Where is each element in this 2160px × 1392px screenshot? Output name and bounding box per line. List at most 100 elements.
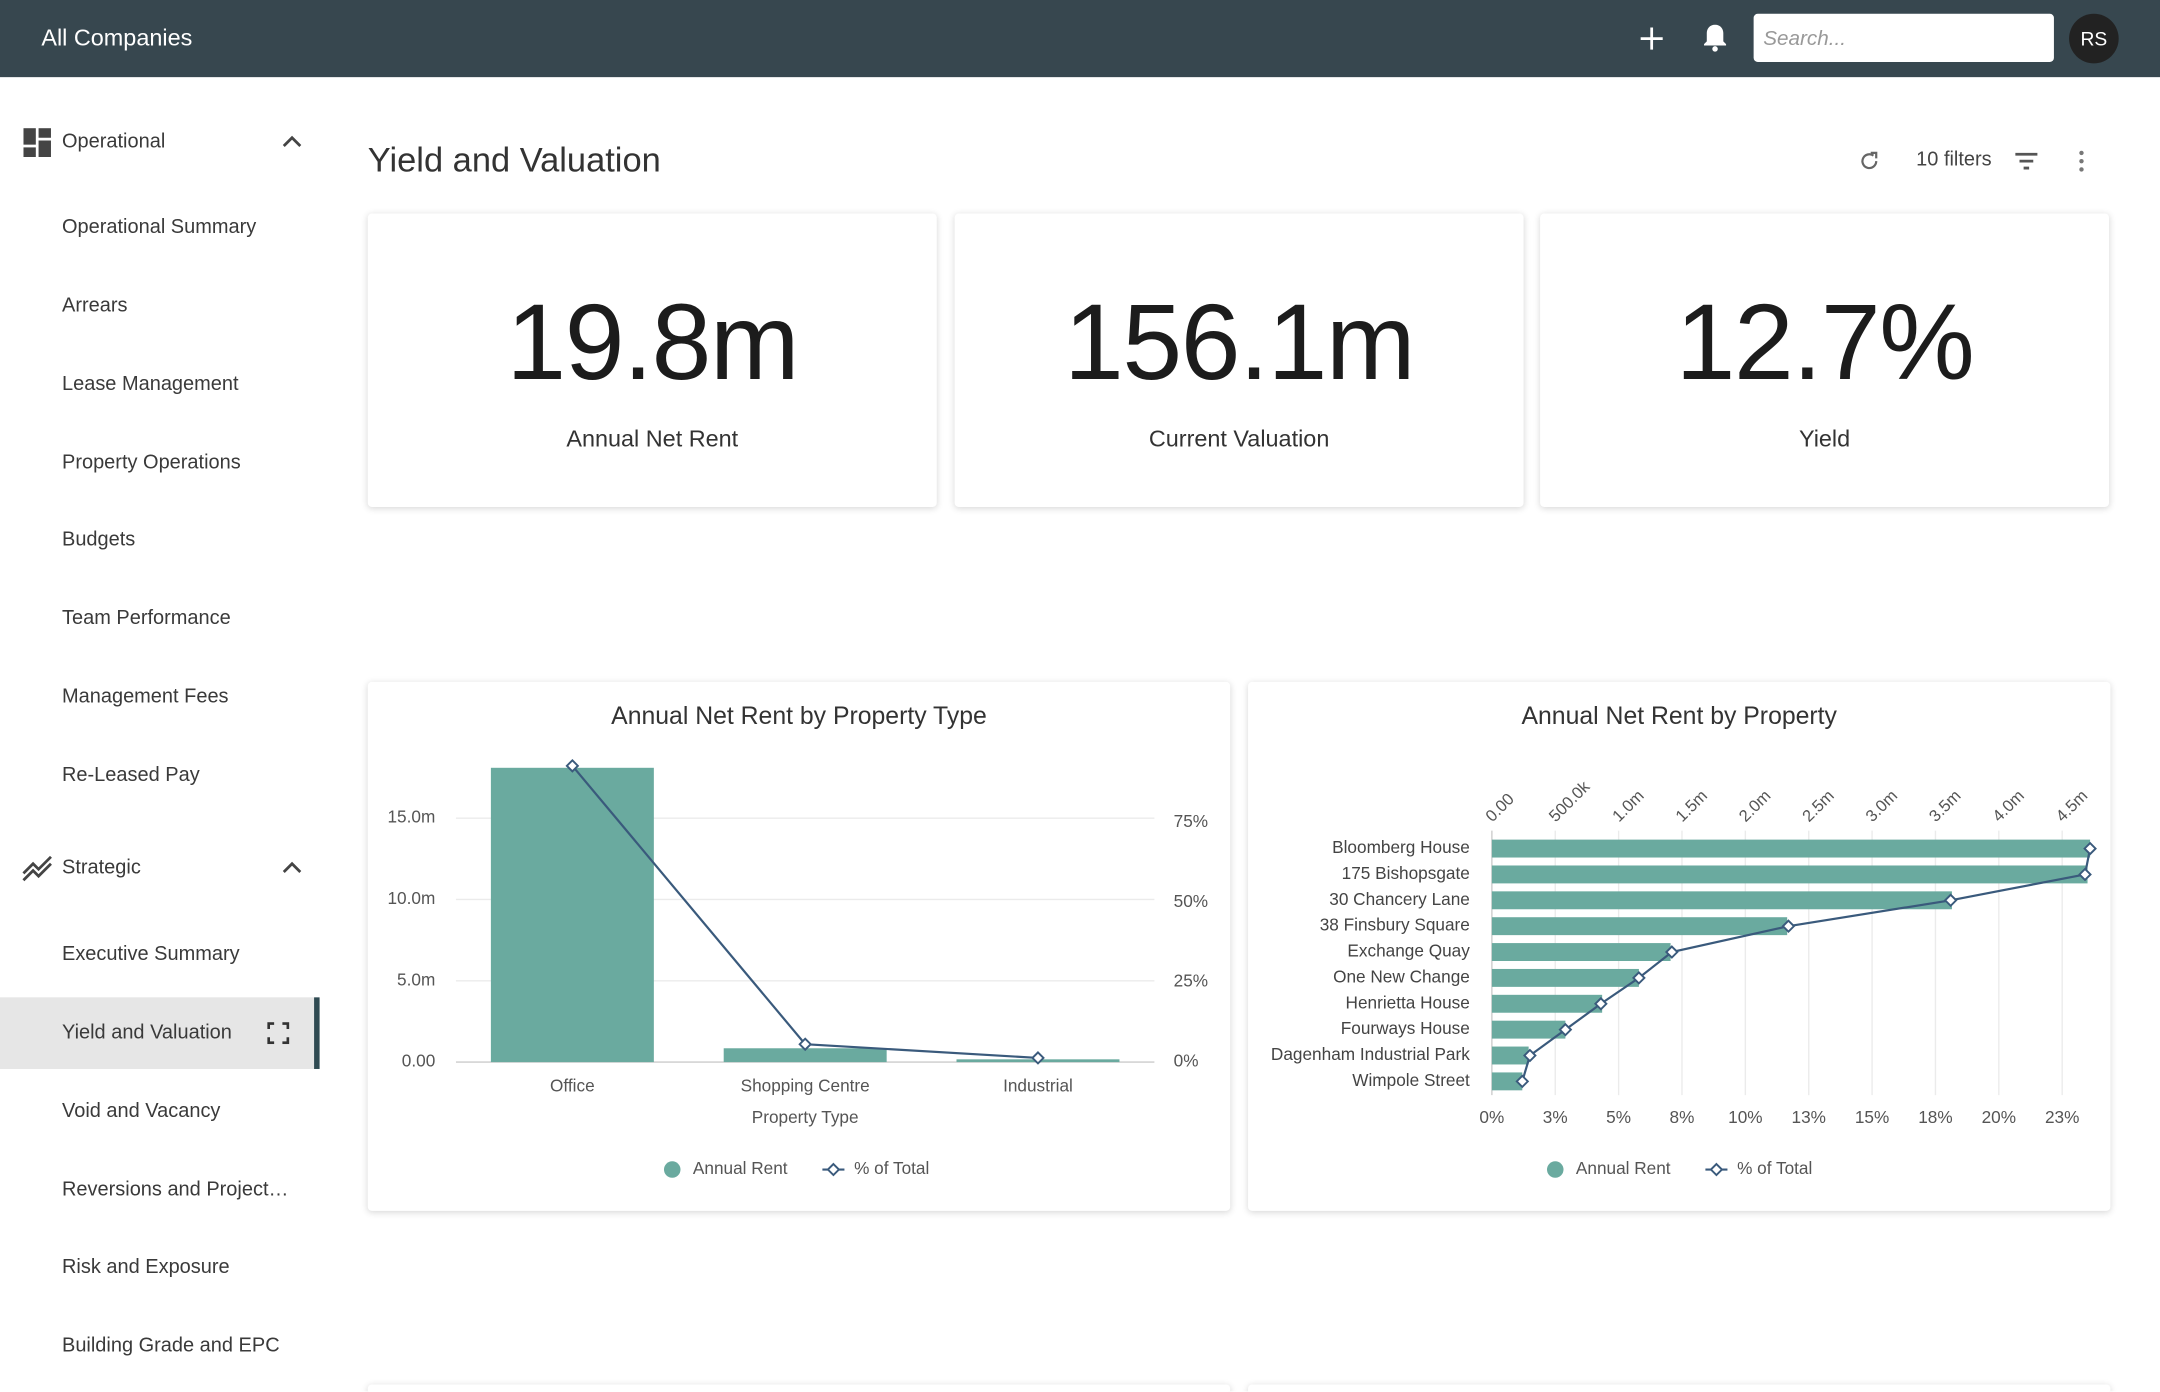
collapse-chevron[interactable] <box>282 861 302 875</box>
kpi-value: 12.7% <box>1675 281 1975 403</box>
y2-tick-label: 75% <box>1174 811 1208 831</box>
chart-card: Annual Net Rent by Property 0.00 500.0k 1.0… <box>1248 681 2111 1211</box>
kpi-card: 19.8m Annual Net Rent <box>367 213 937 507</box>
y-tick-label: Bloomberg House <box>1332 837 1470 857</box>
y2-tick-label: 25% <box>1174 971 1208 991</box>
line-marker <box>1943 893 1958 908</box>
line-marker <box>2083 841 2097 856</box>
nav-item[interactable]: Reversions and Project… <box>61 1178 289 1201</box>
nav-item[interactable]: Operational Summary <box>61 216 257 239</box>
top-bar: All Companies Search... RS <box>0 0 2160 78</box>
y-tick-label: Exchange Quay <box>1347 941 1470 961</box>
line-marker <box>1781 919 1796 934</box>
nav-item[interactable]: Re-Leased Pay <box>61 764 200 787</box>
avatar-initials: RS <box>2080 27 2108 50</box>
kpi-card: 156.1m Current Valuation <box>954 213 1524 507</box>
line-marker <box>1558 1022 1573 1037</box>
x-tick-label: 1.0m <box>1608 786 1647 825</box>
bar <box>490 767 654 1063</box>
section-header[interactable]: Strategic <box>61 856 141 879</box>
legend-label: Annual Rent <box>693 1158 788 1178</box>
x-tick-label: 500.0k <box>1545 777 1594 826</box>
refresh-icon[interactable] <box>1858 150 1880 172</box>
line-marker <box>565 758 580 773</box>
notifications-icon[interactable] <box>1701 22 1729 52</box>
expand-icon[interactable] <box>267 1022 290 1045</box>
y-tick-label: 0.00 <box>402 1051 435 1071</box>
bar <box>1491 994 1603 1013</box>
legend-marker <box>663 1161 681 1178</box>
nav-item[interactable]: Arrears <box>61 294 128 317</box>
filter-icon[interactable] <box>2014 152 2039 171</box>
x2-tick-label: 23% <box>2045 1107 2079 1127</box>
legend-marker <box>826 1162 841 1177</box>
chart-card <box>367 1384 1231 1392</box>
sidebar: Operational Operational Summary Arrears Lea… <box>0 77 320 1391</box>
kpi-label: Current Valuation <box>1148 425 1330 452</box>
collapse-chevron[interactable] <box>282 135 302 149</box>
x2-tick-label: 3% <box>1543 1107 1568 1127</box>
line-marker <box>1031 1051 1045 1065</box>
x2-tick-label: 8% <box>1670 1107 1695 1127</box>
x2-tick-label: 15% <box>1855 1107 1889 1127</box>
nav-item[interactable]: Property Operations <box>61 451 241 474</box>
filters-button[interactable]: 10 filters <box>1916 148 1992 171</box>
section-header[interactable]: Operational <box>61 130 166 153</box>
nav-item[interactable]: Executive Summary <box>61 943 240 966</box>
nav-item[interactable]: Building Grade and EPC <box>61 1335 280 1358</box>
nav-item[interactable]: Team Performance <box>61 607 231 630</box>
bar <box>1491 943 1671 961</box>
legend-marker <box>1546 1161 1564 1178</box>
bar <box>1491 917 1788 936</box>
legend-label: % of Total <box>1737 1158 1812 1178</box>
bar <box>723 1048 887 1063</box>
x-tick-label: Shopping Centre <box>741 1075 870 1095</box>
bar <box>1491 865 2088 884</box>
operational-icon <box>23 128 51 158</box>
line-marker <box>1594 996 1608 1011</box>
y-tick-label: 175 Bishopsgate <box>1342 863 1470 883</box>
search-box[interactable]: Search... <box>1753 13 2054 62</box>
more-menu[interactable] <box>2076 149 2087 174</box>
bar <box>1491 891 1952 910</box>
legend-label: Annual Rent <box>1576 1158 1671 1178</box>
y-tick-label: One New Change <box>1333 966 1470 986</box>
bar <box>1491 1072 1523 1091</box>
chart: Annual Net Rent by Property Type 0.00 5.0m… <box>387 703 1208 1178</box>
x2-tick-label: 20% <box>1982 1107 2016 1127</box>
nav-item[interactable]: Risk and Exposure <box>61 1256 230 1279</box>
nav-item[interactable]: Void and Vacancy <box>61 1100 221 1123</box>
line-marker <box>2078 867 2092 882</box>
bar <box>1491 1020 1566 1039</box>
add-icon[interactable] <box>1638 25 1666 53</box>
chart: Annual Net Rent by Property 0.00 500.0k 1.0… <box>1271 703 2097 1178</box>
nav-item[interactable]: Lease Management <box>61 372 239 395</box>
line <box>1521 848 2092 1082</box>
kpi-label: Yield <box>1798 425 1851 452</box>
y-tick-label: Fourways House <box>1341 1018 1470 1038</box>
active-indicator <box>314 997 320 1069</box>
x2-tick-label: 13% <box>1792 1107 1826 1127</box>
y-tick-label: Wimpole Street <box>1352 1070 1470 1090</box>
x2-tick-label: 10% <box>1728 1107 1762 1127</box>
nav-item[interactable]: Management Fees <box>61 686 229 709</box>
x-tick-label: 2.5m <box>1798 786 1837 825</box>
y-tick-label: 30 Chancery Lane <box>1329 889 1470 909</box>
kpi-value: 19.8m <box>506 281 799 403</box>
y2-tick-label: 50% <box>1174 891 1208 911</box>
line-marker <box>1632 971 1646 985</box>
x-tick-label: 4.5m <box>2052 786 2091 825</box>
kpi-label: Annual Net Rent <box>566 425 739 452</box>
nav-item[interactable]: Budgets <box>61 529 136 552</box>
avatar[interactable]: RS <box>2069 13 2119 64</box>
search-placeholder: Search... <box>1763 26 1846 51</box>
x-tick-label: 4.0m <box>1989 786 2028 825</box>
x-tick-label: Industrial <box>1003 1075 1073 1095</box>
legend-marker <box>1709 1162 1724 1177</box>
x-tick-label: 2.0m <box>1735 786 1774 825</box>
line-marker <box>1664 945 1679 959</box>
company-selector[interactable]: All Companies <box>41 24 193 51</box>
y2-tick-label: 0% <box>1174 1051 1199 1071</box>
bar <box>1491 968 1639 987</box>
nav-item[interactable]: Yield and Valuation <box>61 1021 232 1044</box>
